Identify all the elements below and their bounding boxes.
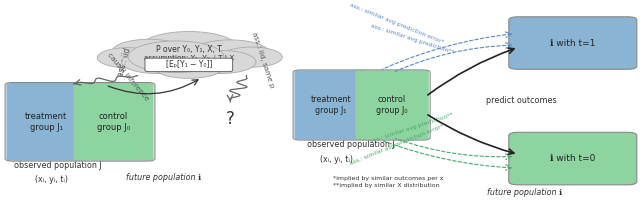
- Circle shape: [128, 41, 224, 72]
- Text: observed population J: observed population J: [307, 140, 395, 149]
- Circle shape: [154, 55, 224, 78]
- Bar: [362, 72, 392, 138]
- Text: treatment
group J₁: treatment group J₁: [25, 112, 68, 131]
- Text: (xᵢ, yᵢ, tᵢ): (xᵢ, yᵢ, tᵢ): [320, 155, 353, 164]
- Text: ass.: similar avg prediction error*: ass.: similar avg prediction error*: [349, 124, 445, 166]
- Text: causal inference: causal inference: [106, 51, 150, 102]
- FancyBboxPatch shape: [509, 17, 637, 69]
- Text: (xᵢ, yᵢ, tᵢ): (xᵢ, yᵢ, tᵢ): [35, 175, 68, 184]
- Circle shape: [192, 40, 269, 65]
- Circle shape: [186, 50, 256, 74]
- FancyBboxPatch shape: [74, 83, 154, 161]
- Circle shape: [97, 48, 159, 68]
- Text: ?: ?: [226, 110, 235, 128]
- FancyBboxPatch shape: [355, 70, 429, 140]
- FancyBboxPatch shape: [6, 83, 86, 161]
- Text: future population ℹ: future population ℹ: [487, 188, 563, 197]
- Text: P over Y₀, Y₁, X, T: P over Y₀, Y₁, X, T: [156, 46, 221, 54]
- Text: treatment
group J₁: treatment group J₁: [311, 95, 351, 115]
- Text: control
group J₀: control group J₀: [376, 95, 408, 115]
- Text: ass.: similar avg prediction error*: ass.: similar avg prediction error*: [349, 2, 445, 44]
- Bar: [80, 85, 114, 159]
- Text: observed population J: observed population J: [14, 161, 102, 170]
- Text: ℹ with t=0: ℹ with t=0: [550, 154, 595, 163]
- Text: [Eₚ[Y₁ − Y₀]]: [Eₚ[Y₁ − Y₀]]: [166, 60, 212, 69]
- Text: ass.: similar avg prediction**: ass.: similar avg prediction**: [370, 23, 454, 55]
- Circle shape: [221, 47, 282, 67]
- Circle shape: [141, 32, 237, 63]
- Text: ass.: iid: ass.: iid: [116, 47, 133, 77]
- Circle shape: [112, 39, 186, 64]
- Circle shape: [122, 50, 192, 74]
- Text: predict outcomes: predict outcomes: [486, 96, 557, 105]
- FancyBboxPatch shape: [509, 132, 637, 185]
- Text: assumption: Y₁, Y₀ ⊥T | X: assumption: Y₁, Y₀ ⊥T | X: [143, 55, 234, 62]
- FancyBboxPatch shape: [294, 70, 368, 140]
- Text: ass.: similar avg prediction**: ass.: similar avg prediction**: [370, 112, 454, 144]
- Text: future population ℹ: future population ℹ: [125, 173, 201, 182]
- Text: ℹ with t=1: ℹ with t=1: [550, 39, 595, 47]
- Text: control
group J₀: control group J₀: [97, 112, 130, 131]
- Bar: [332, 72, 392, 138]
- Bar: [47, 85, 114, 159]
- Text: ass.: iid, same p: ass.: iid, same p: [250, 31, 275, 89]
- Text: *implied by similar outcomes per x
**implied by similar X distribution: *implied by similar outcomes per x **imp…: [333, 176, 444, 188]
- FancyBboxPatch shape: [145, 58, 233, 72]
